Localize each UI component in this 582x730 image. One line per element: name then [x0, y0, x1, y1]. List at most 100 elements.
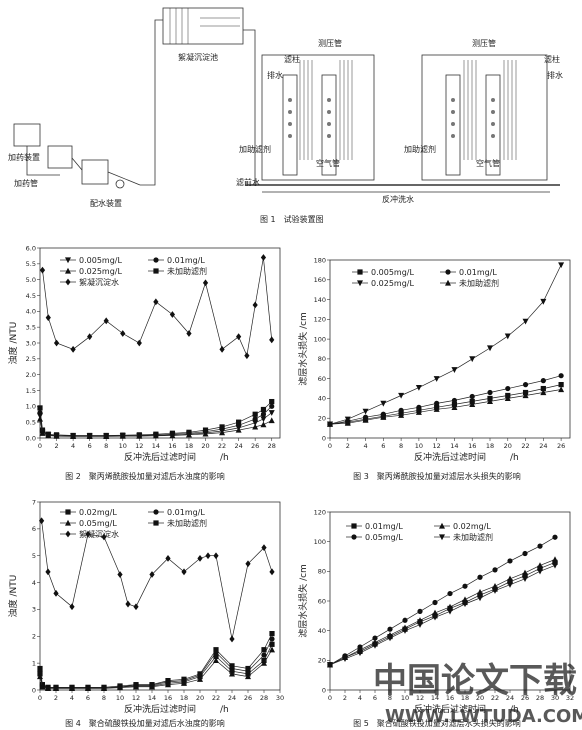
x-tick-label: 14	[152, 442, 160, 450]
data-point	[229, 670, 235, 677]
data-point	[269, 568, 275, 576]
series-line	[329, 264, 562, 425]
data-point	[507, 579, 513, 585]
y-tick-label: 0.5	[26, 418, 36, 426]
data-point	[342, 656, 348, 663]
data-point	[120, 330, 126, 337]
data-point	[451, 404, 458, 410]
data-point	[39, 517, 45, 525]
legend-marker	[153, 257, 159, 263]
x-axis-unit: /h	[510, 453, 519, 463]
legend-label: 0.01mg/L	[365, 522, 403, 531]
data-point	[269, 336, 275, 344]
data-point	[477, 574, 483, 580]
data-point	[261, 544, 267, 552]
data-point	[85, 530, 91, 538]
data-point	[53, 339, 60, 347]
legend-label: 未加助滤剂	[453, 532, 493, 542]
data-point	[522, 576, 528, 582]
x-tick-label: 26	[251, 442, 259, 450]
data-point	[540, 378, 546, 384]
data-point	[245, 665, 251, 672]
y-tick-label: 5.0	[26, 276, 36, 284]
data-point	[260, 406, 267, 413]
data-point	[125, 600, 131, 608]
data-point	[552, 559, 558, 566]
data-point	[103, 433, 110, 440]
y-tick-label: 4	[32, 579, 36, 587]
data-point	[87, 333, 93, 341]
x-tick-label: 8	[399, 442, 403, 450]
data-point	[507, 582, 513, 588]
x-tick-label: 10	[401, 694, 409, 702]
series-line	[39, 638, 273, 689]
y-tick-label: 20	[318, 415, 326, 423]
data-point	[269, 398, 275, 405]
plot-frame	[39, 247, 281, 439]
legend-marker	[153, 520, 159, 526]
fig3-caption: 图 3 聚丙烯酰胺投加量对滤层水头损失的影响	[353, 471, 521, 481]
data-point	[136, 432, 143, 439]
x-tick-label: 8	[104, 442, 108, 450]
y-tick-label: 2.5	[26, 355, 36, 363]
data-point	[552, 562, 558, 569]
series-4	[37, 646, 275, 691]
y-tick-label: 2	[32, 633, 36, 641]
legend-label: 0.025mg/L	[371, 279, 414, 288]
data-point	[398, 392, 405, 399]
legend-marker	[445, 269, 451, 275]
series-line	[329, 565, 556, 666]
x-tick-label: 28	[536, 694, 544, 702]
x-tick-label: 28	[268, 442, 276, 450]
x-tick-label: 6	[88, 442, 92, 450]
series-0	[327, 534, 558, 668]
y-tick-label: 20	[318, 657, 326, 665]
x-tick-label: 26	[557, 442, 565, 450]
data-point	[469, 356, 476, 363]
x-tick-label: 10	[415, 442, 423, 450]
x-tick-label: 22	[521, 442, 529, 450]
legend-label: 0.005mg/L	[371, 268, 414, 277]
data-point	[70, 433, 77, 440]
data-point	[433, 376, 440, 382]
x-tick-label: 0	[38, 694, 42, 702]
data-point	[119, 432, 126, 439]
data-point	[451, 367, 458, 373]
x-axis-unit: /h	[220, 453, 229, 463]
x-tick-label: 4	[71, 442, 75, 450]
data-point	[380, 414, 387, 420]
x-tick-label: 16	[446, 694, 454, 702]
legend-label: 未加助滤剂	[167, 518, 207, 528]
data-point	[477, 595, 483, 602]
data-point	[487, 389, 493, 396]
data-point	[37, 673, 43, 680]
data-point	[53, 432, 60, 439]
apparatus-diagram: 絮凝沉淀池 加药装置 加药管 配水装置 测压管 测压管 滤柱 滤柱 排水 排水 …	[8, 7, 563, 224]
x-tick-label: 14	[450, 442, 458, 450]
data-point	[558, 386, 565, 393]
series-line	[329, 536, 556, 666]
x-tick-label: 24	[539, 442, 547, 450]
data-point	[260, 254, 267, 261]
legend-label: 0.05mg/L	[365, 533, 403, 542]
legend-marker	[351, 523, 357, 529]
data-point	[269, 631, 275, 637]
data-point	[522, 382, 529, 388]
data-point	[252, 411, 258, 417]
data-point	[447, 590, 453, 597]
legend-marker	[65, 530, 71, 538]
label-water-device: 配水装置	[90, 198, 122, 208]
plot-frame	[329, 259, 571, 439]
legend-label: 0.01mg/L	[459, 268, 497, 277]
series-line	[39, 633, 273, 688]
data-point	[153, 298, 159, 306]
y-tick-label: 100	[314, 538, 326, 546]
data-point	[165, 681, 171, 688]
data-point	[522, 318, 529, 325]
data-point	[540, 298, 547, 305]
x-tick-label: 18	[185, 442, 193, 450]
legend-marker	[445, 279, 451, 286]
label-aid-right: 加助滤剂	[404, 144, 436, 154]
label-filtered: 滤前水	[236, 177, 260, 187]
